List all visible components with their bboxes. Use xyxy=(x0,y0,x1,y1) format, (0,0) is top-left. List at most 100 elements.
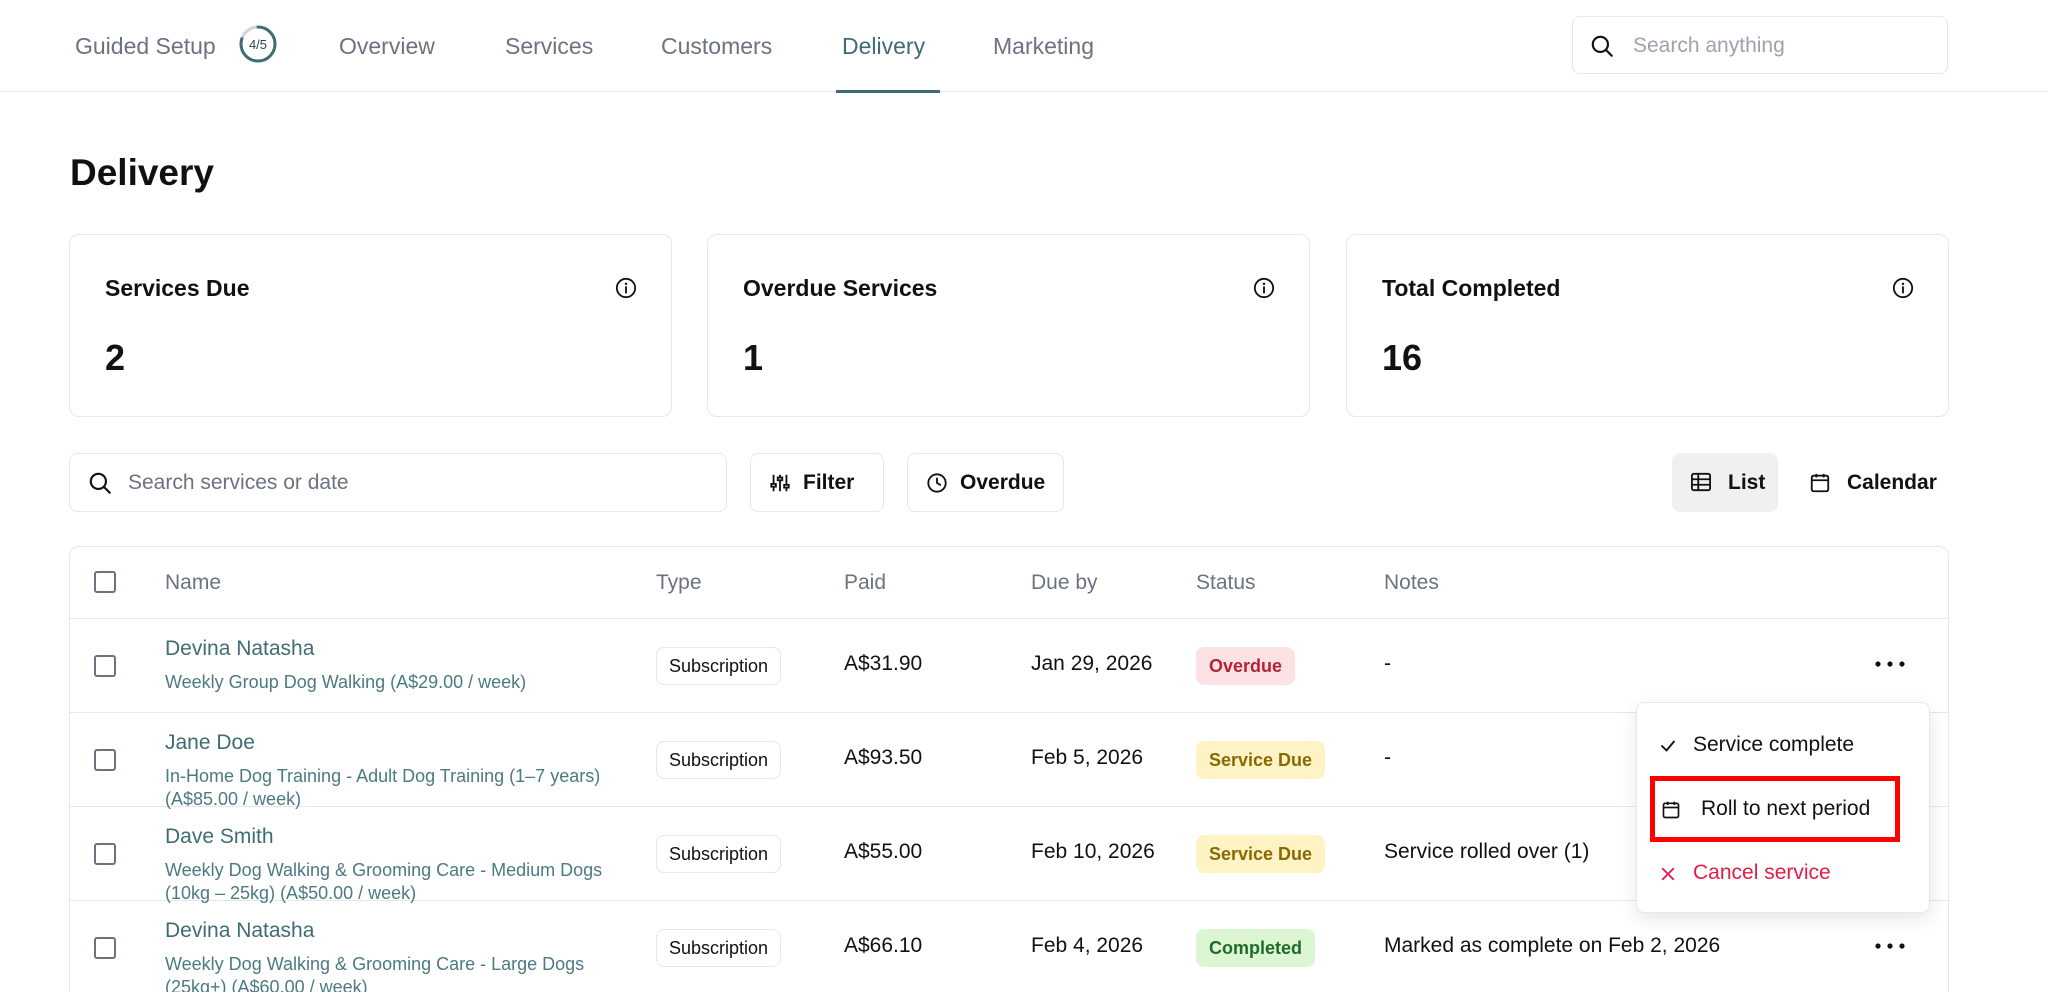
info-icon[interactable] xyxy=(1892,277,1914,299)
info-icon[interactable] xyxy=(1253,277,1275,299)
services-table: Name Type Paid Due by Status Notes Devin… xyxy=(69,546,1949,992)
row-notes: - xyxy=(1384,746,1391,769)
overdue-button[interactable]: Overdue xyxy=(907,453,1064,512)
customer-name-link[interactable]: Devina Natasha xyxy=(165,919,315,942)
filter-button-label: Filter xyxy=(803,470,855,494)
search-icon xyxy=(1591,35,1613,57)
service-description: Weekly Dog Walking & Grooming Care - Lar… xyxy=(165,954,585,992)
column-header-due-by[interactable]: Due by xyxy=(1031,571,1098,594)
due-date: Feb 5, 2026 xyxy=(1031,746,1144,769)
menu-item-label: Service complete xyxy=(1693,733,1855,756)
row-checkbox[interactable] xyxy=(94,937,116,959)
row-actions-menu: Service complete Roll to next period Can… xyxy=(1636,702,1930,913)
nav-delivery[interactable]: Delivery xyxy=(842,0,925,92)
top-navigation: Guided Setup 4/5 Overview Services Custo… xyxy=(0,0,2048,93)
type-badge: Subscription xyxy=(656,929,782,967)
paid-amount: A$66.10 xyxy=(844,934,923,957)
status-badge: Completed xyxy=(1196,929,1316,967)
row-checkbox[interactable] xyxy=(94,749,116,771)
row-checkbox[interactable] xyxy=(94,655,116,677)
check-icon xyxy=(1661,740,1675,752)
type-badge: Subscription xyxy=(656,835,782,873)
overdue-button-label: Overdue xyxy=(960,470,1046,494)
menu-item-roll-to-next-period[interactable]: Roll to next period xyxy=(1637,781,1929,839)
calendar-icon xyxy=(1810,473,1830,493)
sliders-icon xyxy=(770,474,790,492)
nav-customers[interactable]: Customers xyxy=(661,0,772,92)
stat-card-services-due: Services Due 2 xyxy=(69,234,672,417)
nav-delivery-label: Delivery xyxy=(842,32,926,59)
active-tab-indicator xyxy=(836,90,940,93)
nav-overview[interactable]: Overview xyxy=(339,0,435,92)
more-options-icon[interactable] xyxy=(1870,649,1910,679)
column-header-notes[interactable]: Notes xyxy=(1384,571,1439,594)
list-view-button[interactable]: List xyxy=(1672,453,1778,512)
calendar-view-button[interactable]: Calendar xyxy=(1791,453,1947,512)
calendar-view-label: Calendar xyxy=(1847,470,1937,494)
info-icon[interactable] xyxy=(615,277,637,299)
stat-value: 16 xyxy=(1382,337,1423,378)
table-header: Name Type Paid Due by Status Notes xyxy=(70,547,1948,619)
stat-card-overdue-services: Overdue Services 1 xyxy=(707,234,1310,417)
more-options-icon[interactable] xyxy=(1870,931,1910,961)
row-checkbox[interactable] xyxy=(94,843,116,865)
search-icon xyxy=(89,472,111,494)
table-icon xyxy=(1691,472,1711,492)
customer-name-link[interactable]: Jane Doe xyxy=(165,731,255,754)
close-icon xyxy=(1661,867,1675,881)
nav-guided-setup-label: Guided Setup xyxy=(75,32,216,59)
row-notes: - xyxy=(1384,652,1391,675)
stat-card-total-completed: Total Completed 16 xyxy=(1346,234,1949,417)
nav-marketing[interactable]: Marketing xyxy=(993,0,1094,92)
menu-item-cancel-service[interactable]: Cancel service xyxy=(1637,845,1929,903)
nav-services[interactable]: Services xyxy=(505,0,593,92)
select-all-checkbox[interactable] xyxy=(94,571,116,593)
guided-setup-progress-text: 4/5 xyxy=(249,37,267,52)
service-description: In-Home Dog Training - Adult Dog Trainin… xyxy=(165,766,601,809)
calendar-icon xyxy=(1662,801,1680,819)
customer-name-link[interactable]: Devina Natasha xyxy=(165,637,315,660)
type-badge: Subscription xyxy=(656,647,782,685)
paid-amount: A$55.00 xyxy=(844,840,923,863)
column-header-status[interactable]: Status xyxy=(1196,571,1256,594)
status-badge: Overdue xyxy=(1196,647,1296,685)
menu-item-label: Cancel service xyxy=(1693,861,1831,884)
service-description: Weekly Dog Walking & Grooming Care - Med… xyxy=(165,860,603,903)
paid-amount: A$93.50 xyxy=(844,746,923,769)
table-row[interactable]: Jane Doe In-Home Dog Training - Adult Do… xyxy=(70,713,1948,809)
page-title: Delivery xyxy=(70,152,214,193)
customer-name-link[interactable]: Dave Smith xyxy=(165,825,274,848)
type-badge: Subscription xyxy=(656,741,782,779)
highlight-annotation-box xyxy=(1650,776,1900,842)
clock-icon xyxy=(927,473,947,493)
stat-value: 2 xyxy=(105,337,126,378)
table-row[interactable]: Dave Smith Weekly Dog Walking & Grooming… xyxy=(70,807,1948,903)
status-badge: Service Due xyxy=(1196,835,1326,873)
due-date: Feb 10, 2026 xyxy=(1031,840,1155,863)
nav-guided-setup[interactable]: Guided Setup xyxy=(75,0,216,92)
nav-overview-label: Overview xyxy=(339,32,435,59)
guided-setup-progress-ring: 4/5 xyxy=(238,24,278,64)
stat-label: Services Due xyxy=(105,275,250,301)
menu-item-label: Roll to next period xyxy=(1701,797,1871,820)
nav-services-label: Services xyxy=(505,32,594,59)
status-badge: Service Due xyxy=(1196,741,1326,779)
filter-button[interactable]: Filter xyxy=(750,453,884,512)
due-date: Feb 4, 2026 xyxy=(1031,934,1144,957)
table-row[interactable]: Devina Natasha Weekly Group Dog Walking … xyxy=(70,619,1948,713)
paid-amount: A$31.90 xyxy=(844,652,923,675)
stat-label: Overdue Services xyxy=(743,275,938,301)
global-search xyxy=(1572,16,1948,74)
global-search-input[interactable] xyxy=(1633,31,1933,61)
table-row[interactable]: Devina Natasha Weekly Dog Walking & Groo… xyxy=(70,901,1948,992)
services-search xyxy=(69,453,727,512)
menu-item-service-complete[interactable]: Service complete xyxy=(1637,717,1929,775)
column-header-name[interactable]: Name xyxy=(165,571,222,594)
column-header-type[interactable]: Type xyxy=(656,571,702,594)
nav-customers-label: Customers xyxy=(661,32,773,59)
column-header-paid[interactable]: Paid xyxy=(844,571,887,594)
due-date: Jan 29, 2026 xyxy=(1031,652,1153,675)
nav-marketing-label: Marketing xyxy=(993,32,1094,59)
list-view-label: List xyxy=(1728,470,1766,494)
services-search-input[interactable] xyxy=(128,468,708,498)
